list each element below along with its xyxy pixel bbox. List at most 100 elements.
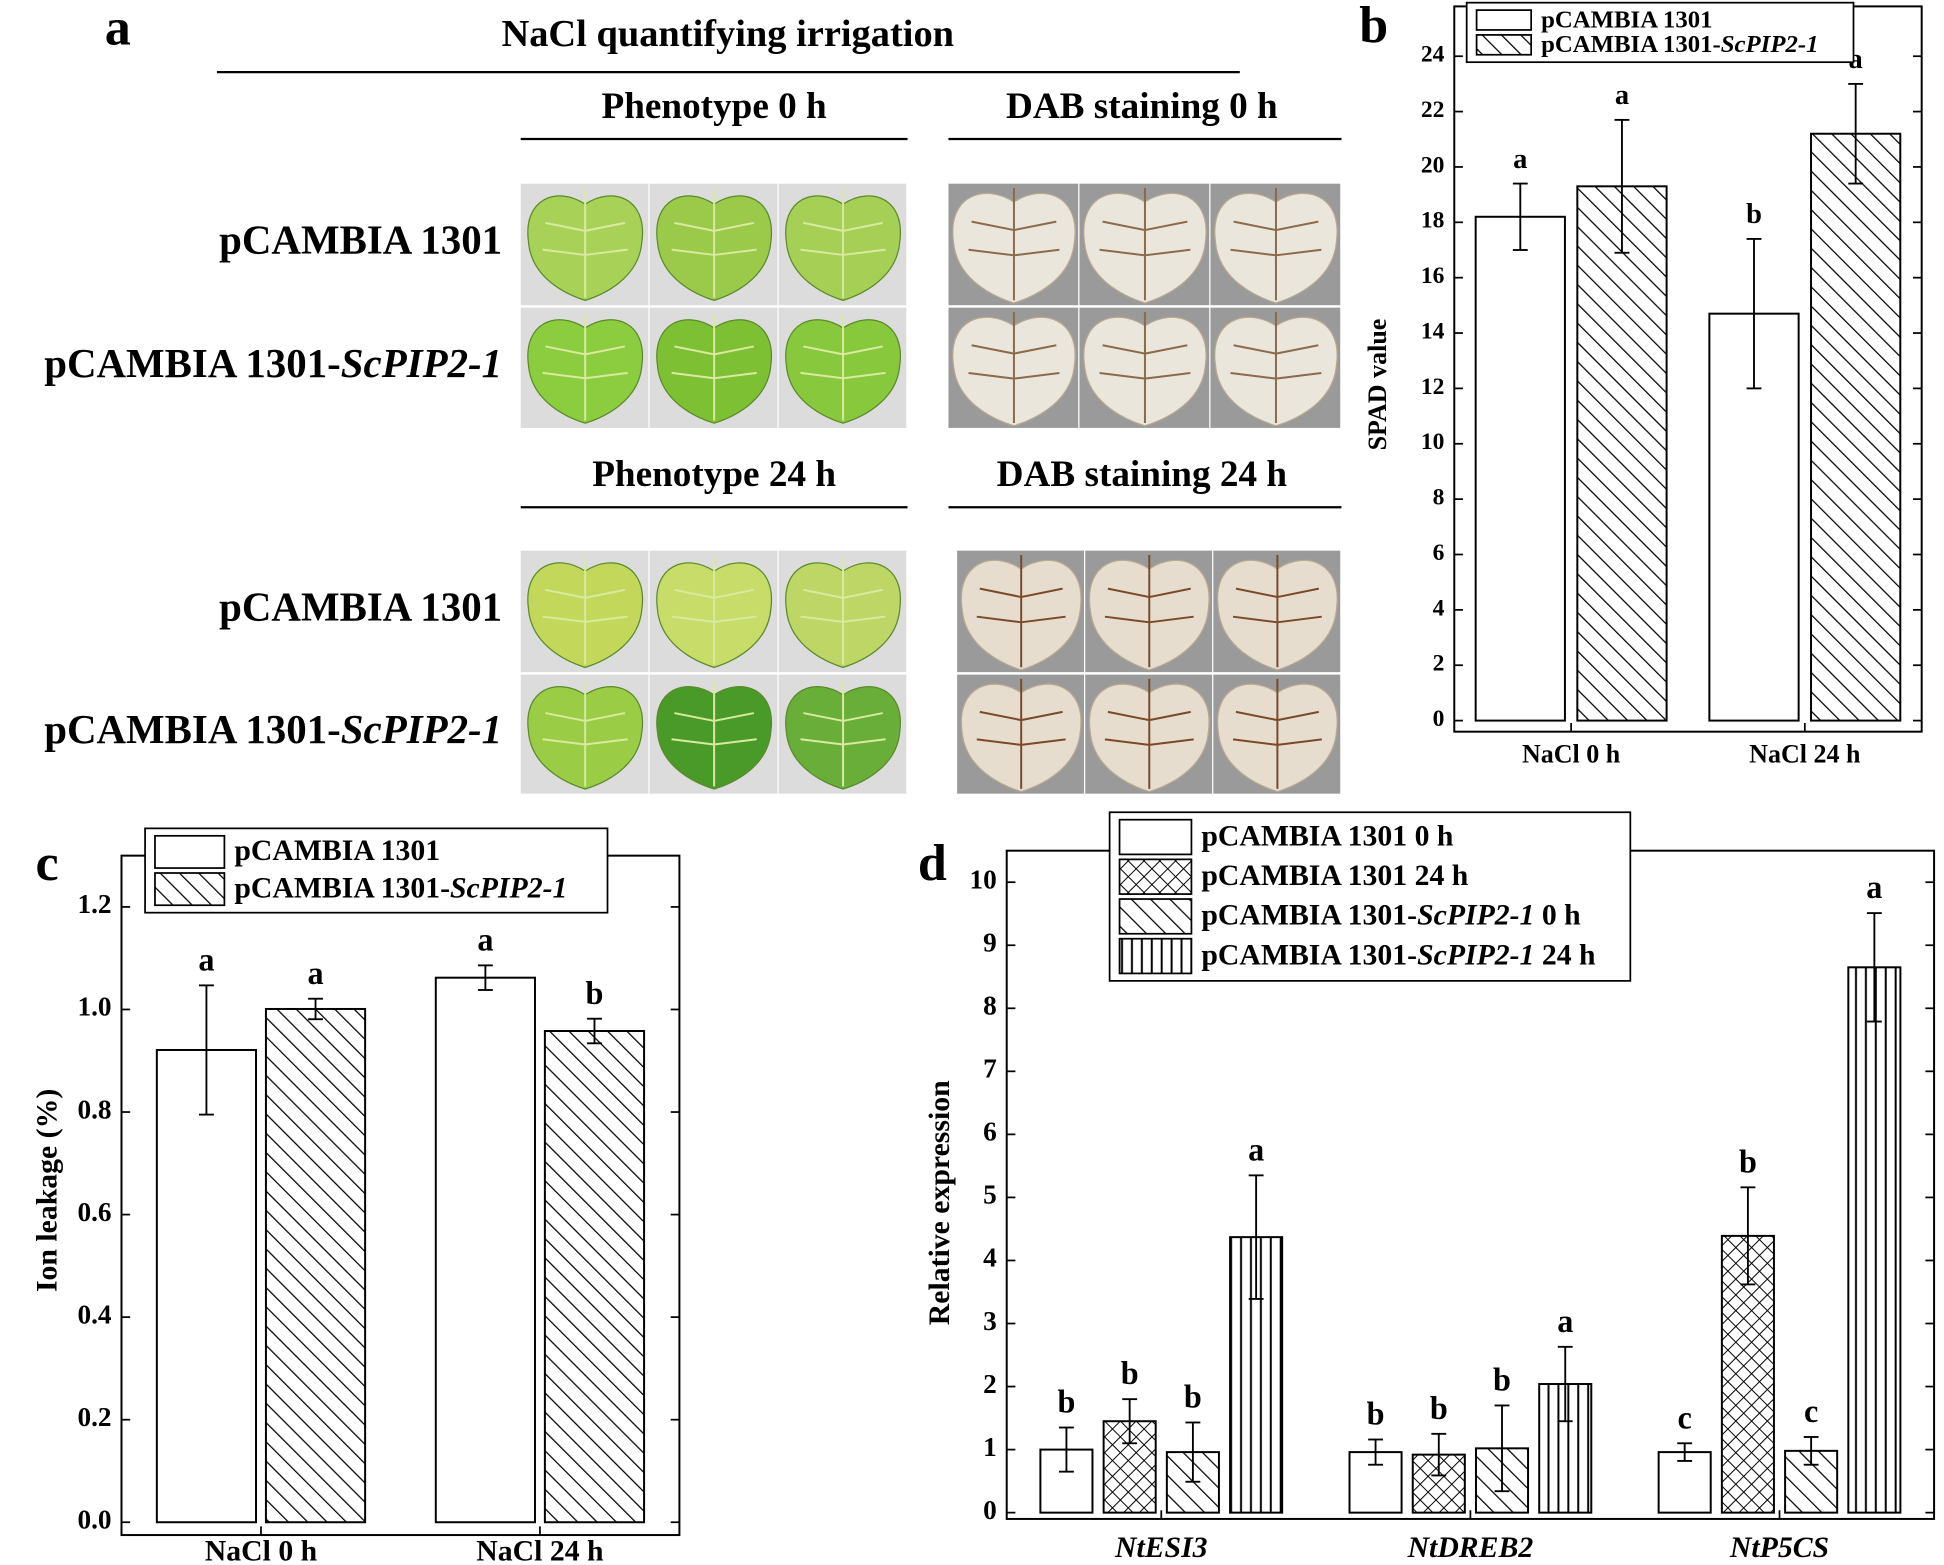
error-bar <box>198 984 214 1116</box>
bar <box>1810 132 1902 722</box>
panel-label: d <box>918 835 947 892</box>
y-tick-label: 8 <box>1433 485 1445 511</box>
bar <box>1657 1451 1712 1514</box>
y-axis-label: Relative expression <box>923 1080 956 1325</box>
error-bar <box>1866 912 1882 1023</box>
error-bar <box>1848 82 1864 185</box>
leaf-vein <box>1099 187 1191 301</box>
photo-row <box>520 307 1341 428</box>
leaf-vein <box>976 678 1066 789</box>
legend-label: pCAMBIA 1301 <box>234 834 440 867</box>
legend-swatch <box>1118 818 1193 856</box>
significance-letter: a <box>1615 80 1629 111</box>
leaf-vein <box>976 554 1066 668</box>
error-bar <box>1746 237 1762 390</box>
y-tick-label: 10 <box>970 864 997 894</box>
leaf-vein <box>800 681 886 787</box>
y-tick-label: 10 <box>1421 429 1445 455</box>
leaf-vein <box>800 314 886 421</box>
significance-letter: b <box>1746 199 1762 230</box>
bar <box>434 976 536 1524</box>
y-tick-label: 5 <box>983 1180 997 1210</box>
y-tick-label: 14 <box>1421 318 1445 344</box>
legend-label: pCAMBIA 1301-ScPIP2-1 0 h <box>1201 898 1581 931</box>
y-tick-label: 20 <box>1421 152 1445 178</box>
y-tick-label: 3 <box>983 1306 997 1336</box>
x-tick-label: NtESI3 <box>1114 1531 1208 1564</box>
error-bar <box>1494 1404 1510 1493</box>
leaf-vein <box>671 314 757 421</box>
x-tick-label: NtDREB2 <box>1407 1531 1534 1564</box>
leaf-vein <box>800 190 886 298</box>
row-label: pCAMBIA 1301-ScPIP2-1 <box>44 341 502 386</box>
bar <box>1474 215 1566 722</box>
significance-letter: b <box>1430 1390 1448 1426</box>
bar <box>264 1007 367 1524</box>
row-label: pCAMBIA 1301-ScPIP2-1 <box>44 708 502 753</box>
y-tick-label: 9 <box>983 928 997 958</box>
y-tick-label: 4 <box>1433 595 1445 621</box>
error-bar <box>1185 1421 1201 1483</box>
error-bar <box>1677 1442 1693 1462</box>
leaf-vein <box>542 314 628 421</box>
y-tick-label: 0.2 <box>77 1402 111 1432</box>
leaf-vein <box>968 311 1060 424</box>
leaf-vein <box>671 190 757 298</box>
section-heading: Phenotype 24 h <box>592 454 836 495</box>
leaf-vein <box>1099 311 1191 424</box>
photo-row <box>520 183 1341 306</box>
x-tick-label: NtP5CS <box>1729 1531 1829 1564</box>
panel-title: NaCl quantifying irrigation <box>501 13 954 55</box>
legend-swatch <box>1118 858 1193 895</box>
leaf-vein <box>968 187 1060 301</box>
legend-box <box>1108 811 1632 982</box>
legend-label: pCAMBIA 1301-ScPIP2-1 <box>1541 31 1818 58</box>
significance-letter: c <box>1678 1399 1692 1435</box>
y-tick-label: 0.0 <box>77 1505 111 1535</box>
y-tick-label: 2 <box>983 1369 997 1399</box>
y-tick-label: 6 <box>1433 540 1445 566</box>
y-tick-label: 0 <box>983 1495 997 1525</box>
leaf-vein <box>671 557 757 665</box>
legend-label: pCAMBIA 1301-ScPIP2-1 <box>234 871 567 904</box>
y-tick-label: 18 <box>1421 208 1445 234</box>
leaf-vein <box>1230 187 1322 301</box>
y-tick-label: 12 <box>1421 374 1445 400</box>
error-bar <box>477 964 493 991</box>
leaf-vein <box>1230 311 1322 424</box>
y-tick-label: 2 <box>1433 651 1445 677</box>
x-tick-label: NaCl 0 h <box>205 1534 318 1565</box>
error-bar <box>1512 182 1528 251</box>
row-label: pCAMBIA 1301 <box>219 585 502 630</box>
significance-letter: a <box>1248 1131 1264 1167</box>
section-heading: DAB staining 24 h <box>997 454 1288 495</box>
y-tick-label: 0.8 <box>77 1094 111 1124</box>
error-bar <box>1803 1436 1819 1466</box>
y-tick-label: 0.6 <box>77 1197 111 1227</box>
x-tick-label: NaCl 0 h <box>1522 739 1621 768</box>
leaf-vein <box>800 557 886 665</box>
legend-swatch <box>154 872 226 907</box>
y-axis-label: Ion leakage (%) <box>30 1089 63 1292</box>
error-bar <box>1368 1438 1383 1466</box>
error-bar <box>1740 1186 1756 1286</box>
y-tick-label: 6 <box>983 1117 997 1147</box>
y-tick-label: 4 <box>983 1243 997 1273</box>
y-axis-label: SPAD value <box>1363 319 1392 451</box>
y-tick-label: 0.4 <box>77 1299 111 1329</box>
y-tick-label: 0 <box>1433 706 1445 732</box>
leaf-vein <box>542 681 628 787</box>
y-tick-label: 7 <box>983 1054 997 1084</box>
error-bar <box>1122 1398 1138 1445</box>
significance-letter: b <box>1367 1396 1385 1432</box>
significance-letter: b <box>586 975 604 1011</box>
significance-letter: a <box>198 941 214 977</box>
significance-letter: b <box>1057 1384 1075 1420</box>
significance-letter: a <box>1557 1303 1573 1339</box>
significance-letter: c <box>1804 1393 1818 1429</box>
y-tick-label: 1.2 <box>77 889 111 919</box>
significance-letter: a <box>477 921 493 957</box>
error-bar <box>1557 1345 1573 1423</box>
legend-swatch <box>1118 937 1193 975</box>
